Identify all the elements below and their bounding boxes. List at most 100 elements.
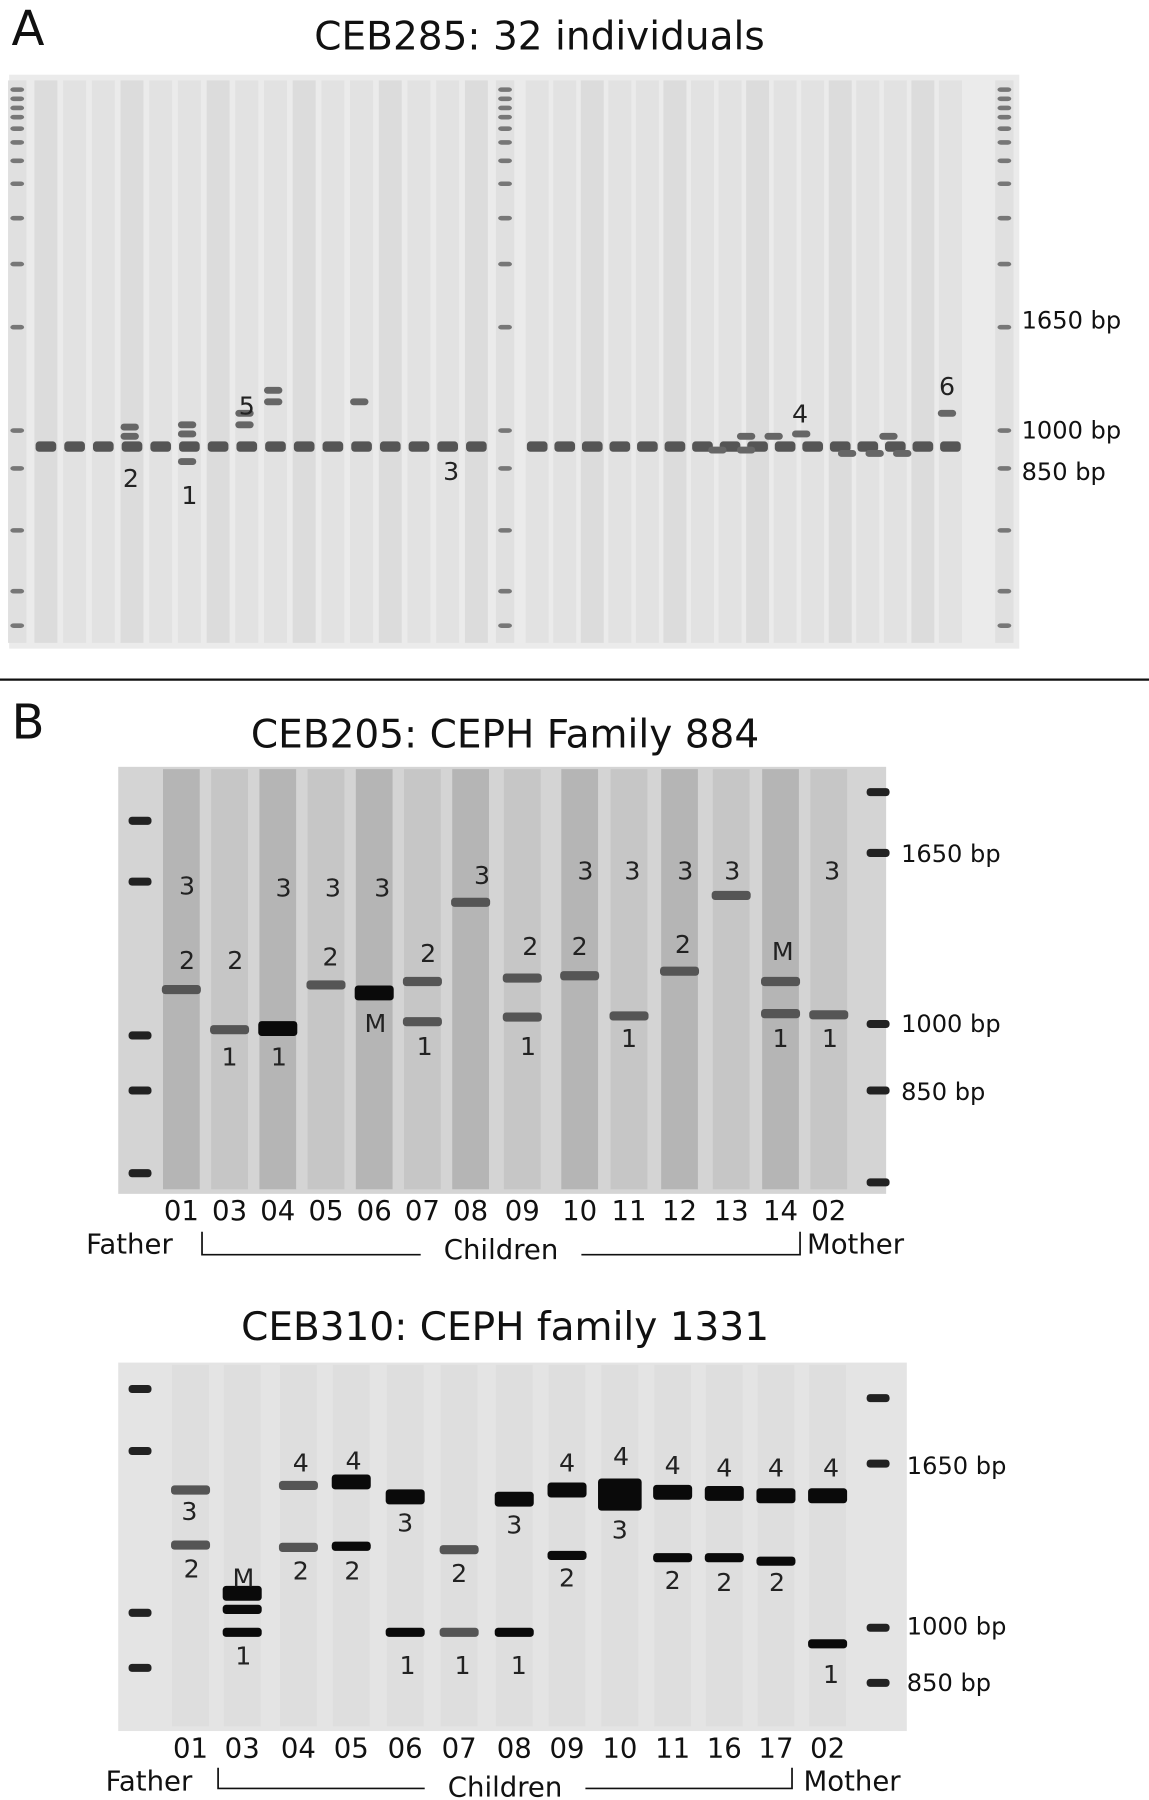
band bbox=[128, 1384, 152, 1394]
lane-label: 17 bbox=[758, 1732, 793, 1764]
allele-label: M bbox=[232, 1564, 254, 1593]
lane-smear bbox=[601, 1364, 639, 1727]
band bbox=[120, 432, 139, 440]
band bbox=[884, 441, 906, 452]
band bbox=[802, 441, 824, 452]
band bbox=[664, 441, 686, 452]
allele-label: 3 bbox=[506, 1511, 522, 1540]
allele-label: 1 bbox=[621, 1024, 637, 1053]
band bbox=[121, 441, 143, 452]
band bbox=[997, 428, 1012, 433]
band bbox=[498, 588, 512, 594]
band bbox=[264, 398, 283, 406]
lane-smear bbox=[120, 80, 144, 643]
band bbox=[866, 1178, 890, 1187]
lane-label: 13 bbox=[714, 1195, 749, 1227]
lane-smear bbox=[661, 769, 698, 1190]
band bbox=[736, 432, 756, 440]
band bbox=[179, 441, 200, 452]
allele-label: 1 bbox=[399, 1651, 415, 1680]
lane-smear bbox=[746, 80, 770, 643]
band bbox=[756, 1488, 796, 1504]
lane-label: 01 bbox=[173, 1732, 208, 1764]
lane-smear bbox=[307, 769, 345, 1190]
allele-label: 2 bbox=[716, 1568, 732, 1597]
band bbox=[408, 441, 430, 452]
bracket bbox=[585, 1767, 793, 1790]
band bbox=[502, 973, 542, 983]
band bbox=[866, 1623, 890, 1632]
allele-label: 1 bbox=[455, 1651, 471, 1680]
ladder-lane bbox=[995, 80, 1014, 643]
allele-label: 4 bbox=[345, 1446, 361, 1475]
lane-smear bbox=[321, 80, 345, 643]
lane-smear bbox=[495, 1364, 533, 1727]
band bbox=[498, 140, 512, 145]
lane-smear bbox=[292, 80, 316, 643]
band bbox=[161, 984, 201, 995]
lane-smear bbox=[856, 80, 880, 643]
allele-label: 3 bbox=[474, 861, 490, 890]
gel-title: CEB310: CEPH family 1331 bbox=[241, 1305, 769, 1350]
lane-smear bbox=[635, 80, 659, 643]
band bbox=[598, 1478, 642, 1511]
band bbox=[466, 441, 487, 452]
band bbox=[498, 428, 512, 433]
lane-label: 06 bbox=[388, 1732, 423, 1764]
band bbox=[653, 1553, 693, 1563]
band bbox=[10, 114, 25, 120]
lane-smear bbox=[452, 769, 489, 1190]
band bbox=[526, 441, 548, 452]
band bbox=[64, 441, 85, 452]
band bbox=[704, 1553, 744, 1563]
allele-label: M bbox=[772, 937, 794, 966]
allele-label: 1 bbox=[181, 481, 197, 510]
allele-label: 2 bbox=[184, 1554, 200, 1583]
band bbox=[866, 848, 890, 857]
band bbox=[893, 450, 912, 457]
lane-label: 04 bbox=[260, 1195, 295, 1227]
lane-smear bbox=[809, 1364, 846, 1727]
band bbox=[808, 1639, 848, 1649]
allele-label: 1 bbox=[271, 1042, 287, 1071]
band bbox=[171, 1485, 211, 1495]
band bbox=[498, 126, 512, 131]
allele-label: 2 bbox=[227, 946, 243, 975]
band bbox=[866, 788, 890, 797]
band bbox=[10, 96, 25, 102]
lane-label: 03 bbox=[225, 1732, 260, 1764]
allele-label: 1 bbox=[511, 1651, 527, 1680]
band bbox=[498, 324, 512, 330]
band bbox=[10, 623, 25, 628]
band bbox=[997, 87, 1012, 92]
lane-smear bbox=[718, 80, 742, 643]
band bbox=[764, 432, 783, 440]
lane-smear bbox=[264, 80, 287, 643]
band bbox=[10, 324, 25, 330]
band bbox=[653, 1484, 693, 1500]
allele-label: 3 bbox=[824, 856, 840, 885]
band bbox=[857, 441, 879, 452]
lane-label: 08 bbox=[497, 1732, 532, 1764]
band bbox=[35, 441, 57, 452]
lane-smear bbox=[911, 80, 935, 643]
lane-smear bbox=[407, 80, 431, 643]
band bbox=[997, 261, 1012, 267]
lane-label: 16 bbox=[707, 1732, 742, 1764]
size-label: 1000 bp bbox=[901, 1010, 1001, 1038]
band bbox=[354, 985, 394, 1001]
allele-label: 1 bbox=[520, 1032, 536, 1061]
allele-label: 2 bbox=[420, 939, 436, 968]
panel-title: CEB285: 32 individuals bbox=[314, 15, 764, 60]
lane-smear bbox=[712, 769, 750, 1190]
lane-label: 08 bbox=[453, 1195, 488, 1227]
lane-label: 10 bbox=[602, 1732, 637, 1764]
lane-smear bbox=[883, 80, 907, 643]
band bbox=[128, 816, 152, 825]
allele-label: 3 bbox=[577, 856, 593, 885]
band bbox=[10, 588, 25, 594]
group-label: Father bbox=[86, 1229, 173, 1261]
band bbox=[128, 1663, 152, 1672]
band bbox=[997, 215, 1012, 221]
